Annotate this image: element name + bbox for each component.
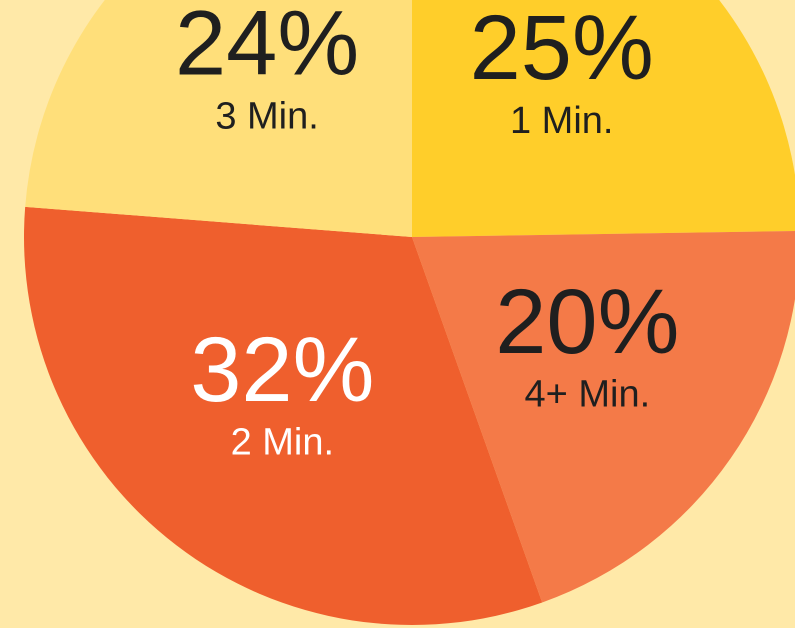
pie-slice [412,231,795,603]
slice-value-label: 25% [470,0,654,99]
pie-slice [412,0,795,237]
pie-slice [25,0,412,237]
slice-category-label: 2 Min. [231,422,334,464]
slice-value-label: 24% [175,0,359,95]
slice-category-label: 1 Min. [510,100,613,142]
pie-slice [24,206,543,625]
slice-category-label: 4+ Min. [524,374,650,416]
slice-category-label: 3 Min. [215,95,318,137]
slice-value-label: 32% [190,319,374,421]
slice-value-label: 20% [495,271,679,373]
